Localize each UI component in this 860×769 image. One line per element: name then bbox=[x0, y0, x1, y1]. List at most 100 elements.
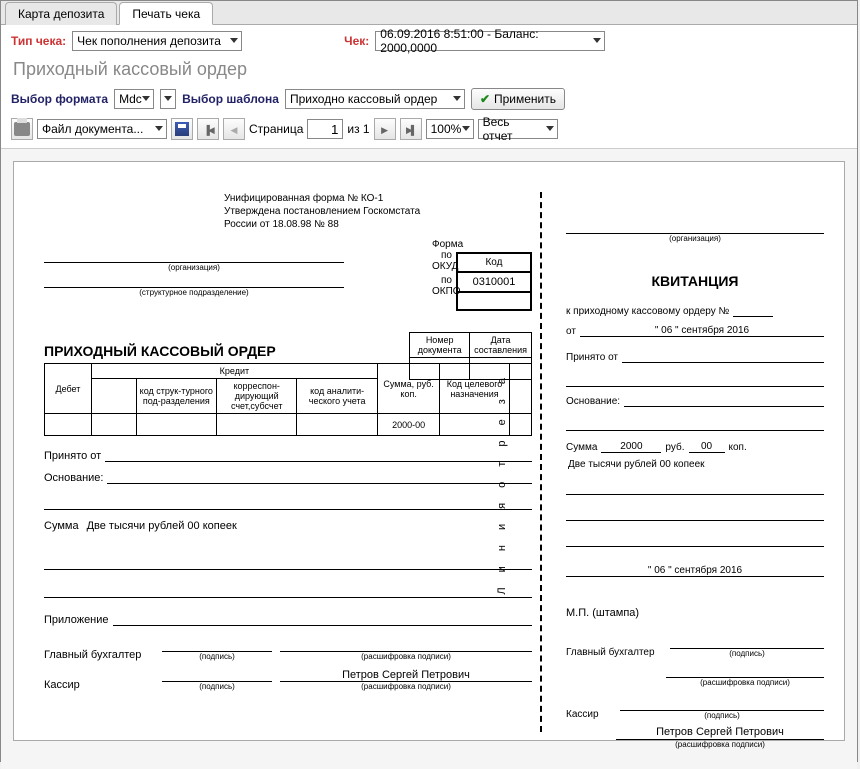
apply-button[interactable]: ✔ Применить bbox=[471, 88, 565, 110]
sum-label: Сумма bbox=[44, 520, 79, 532]
next-icon bbox=[381, 122, 388, 136]
first-icon bbox=[203, 122, 212, 136]
file-doc-select[interactable]: Файл документа... bbox=[37, 119, 167, 139]
sum-field-line2 bbox=[44, 584, 532, 598]
toolbar-format: Выбор формата Mdc Выбор шаблона Приходно… bbox=[1, 84, 857, 114]
nav-toolbar: Файл документа... Страница из 1 100% Вес… bbox=[1, 114, 857, 149]
template-select[interactable]: Приходно кассовый ордер bbox=[285, 89, 465, 109]
cashier-sig-slot bbox=[162, 670, 272, 682]
save-button[interactable] bbox=[171, 118, 193, 140]
cashier-name-slot: Петров Сергей Петрович bbox=[280, 669, 532, 682]
r-sum-words: Две тысячи рублей 00 копеек bbox=[566, 459, 824, 471]
check-label: Чек: bbox=[344, 34, 369, 48]
r-basis-field bbox=[624, 395, 824, 407]
th-blank2 bbox=[91, 379, 136, 414]
r-received-label: Принято от bbox=[566, 352, 618, 363]
th-struct: код струк-турного под-разделения bbox=[136, 379, 216, 414]
r-to-order-label: к приходному кассовому ордеру № bbox=[566, 306, 729, 317]
org-sublabel: (организация) bbox=[44, 263, 344, 272]
form-header-l1: Унифицированная форма № КО-1 bbox=[224, 192, 532, 205]
apply-label: Применить bbox=[494, 92, 556, 106]
page-of-label: из 1 bbox=[347, 122, 369, 136]
cashier-label: Кассир bbox=[44, 679, 154, 691]
nav-last-button[interactable] bbox=[400, 118, 422, 140]
received-from-label: Принято от bbox=[44, 450, 101, 462]
save-icon bbox=[175, 122, 189, 136]
tab-bar: Карта депозита Печать чека bbox=[1, 1, 857, 25]
r-basis-field2 bbox=[566, 417, 824, 431]
okud-code: 0310001 bbox=[456, 271, 532, 293]
prev-icon bbox=[231, 122, 238, 136]
check-type-select[interactable]: Чек пополнения депозита bbox=[72, 31, 242, 51]
r-chief-name bbox=[666, 664, 824, 678]
date-label: Дата составления bbox=[470, 333, 532, 358]
num-label: Номер документа bbox=[410, 333, 470, 358]
th-corr: корреспон-дирующий счет,субсчет bbox=[217, 379, 297, 414]
r-cashier-label: Кассир bbox=[566, 709, 616, 720]
form-header-l3: России от 18.08.98 № 88 bbox=[224, 218, 532, 231]
whole-report-select[interactable]: Весь отчет bbox=[478, 119, 558, 139]
r-order-num bbox=[733, 305, 773, 317]
th-debit: Дебет bbox=[45, 364, 92, 414]
zoom-select[interactable]: 100% bbox=[426, 119, 474, 139]
template-label: Выбор шаблона bbox=[182, 92, 279, 106]
nav-next-button[interactable] bbox=[374, 118, 396, 140]
r-sumwords-line2 bbox=[566, 507, 824, 521]
r-org-sublabel: (организация) bbox=[566, 234, 824, 243]
page-input[interactable] bbox=[307, 119, 343, 139]
basis-label: Основание: bbox=[44, 472, 103, 484]
app-window: Карта депозита Печать чека Тип чека: Чек… bbox=[0, 0, 858, 762]
sum-field-line bbox=[44, 556, 532, 570]
cashier-sig-sublabel: (подпись) bbox=[162, 682, 272, 691]
received-from-field bbox=[105, 450, 532, 462]
check-icon: ✔ bbox=[480, 92, 490, 106]
basis-field-2 bbox=[44, 496, 532, 510]
document-area: Унифицированная форма № КО-1 Утверждена … bbox=[1, 149, 857, 769]
r-from-label: от bbox=[566, 326, 576, 337]
form-header-l2: Утверждена постановлением Госкомстата bbox=[224, 205, 532, 218]
r-chief-sig-sub: (подпись) bbox=[670, 649, 824, 658]
code-label: Код bbox=[456, 252, 532, 271]
th-analytic: код аналити-ческого учета bbox=[297, 379, 377, 414]
cell-analytic bbox=[297, 414, 377, 436]
struct-sublabel: (структурное подразделение) bbox=[44, 288, 344, 297]
r-chief-sig bbox=[670, 635, 824, 649]
nav-first-button[interactable] bbox=[197, 118, 219, 140]
check-select[interactable]: 06.09.2016 8:51:00 - Баланс: 2000,0000 bbox=[375, 31, 605, 51]
format-label: Выбор формата bbox=[11, 92, 108, 106]
toolbar-top: Тип чека: Чек пополнения депозита Чек: 0… bbox=[1, 25, 857, 51]
format-select[interactable]: Mdc bbox=[114, 89, 154, 109]
r-cashier-sig-sub: (подпись) bbox=[620, 711, 824, 720]
tab-print-check[interactable]: Печать чека bbox=[119, 2, 213, 25]
code-box: Код 0310001 bbox=[456, 252, 532, 311]
cell-struct bbox=[136, 414, 216, 436]
r-basis-label: Основание: bbox=[566, 396, 620, 407]
nav-prev-button[interactable] bbox=[223, 118, 245, 140]
cell-corr bbox=[217, 414, 297, 436]
r-chief-decode: (расшифровка подписи) bbox=[666, 678, 824, 687]
last-icon bbox=[406, 122, 415, 136]
cell-sum: 2000-00 bbox=[377, 414, 440, 436]
chief-acc-label: Главный бухгалтер bbox=[44, 649, 154, 661]
r-date: " 06 " сентября 2016 bbox=[580, 325, 824, 337]
r-sumwords-line3 bbox=[566, 533, 824, 547]
cutline bbox=[540, 192, 542, 732]
okpo-code bbox=[456, 293, 532, 311]
print-button[interactable] bbox=[11, 118, 33, 140]
org-field bbox=[44, 249, 344, 263]
r-date2: " 06 " сентября 2016 bbox=[566, 565, 824, 577]
r-cashier-decode: (расшифровка подписи) bbox=[616, 740, 824, 749]
cell-c1 bbox=[91, 414, 136, 436]
format-select-extra[interactable] bbox=[160, 89, 176, 109]
r-cashier-name: Петров Сергей Петрович bbox=[616, 726, 824, 740]
cutline-wrap: Л и н и я о т р е з а bbox=[532, 192, 550, 720]
form-header: Унифицированная форма № КО-1 Утверждена … bbox=[224, 192, 532, 231]
r-chief-label: Главный бухгалтер bbox=[566, 647, 666, 658]
cell-blank bbox=[509, 414, 531, 436]
page-label: Страница bbox=[249, 122, 303, 136]
r-stamp: М.П. (штампа) bbox=[566, 607, 824, 619]
r-sumwords-line bbox=[566, 481, 824, 495]
struct-field bbox=[44, 274, 344, 288]
tab-deposit-card[interactable]: Карта депозита bbox=[5, 2, 117, 25]
chief-name-slot bbox=[280, 640, 532, 652]
